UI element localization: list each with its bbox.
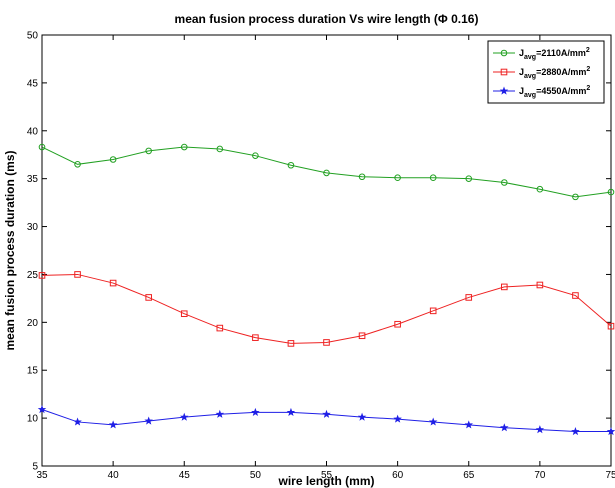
y-tick-label: 40 <box>27 126 39 137</box>
x-tick-label: 70 <box>534 470 546 481</box>
legend: Javg=2110A/mm2Javg=2880A/mm2Javg=4550A/m… <box>488 41 604 103</box>
y-tick-label: 5 <box>32 462 38 473</box>
x-tick-label: 75 <box>605 470 615 481</box>
x-tick-label: 40 <box>108 470 120 481</box>
x-tick-label: 45 <box>179 470 191 481</box>
y-tick-label: 15 <box>27 366 39 377</box>
y-tick-label: 25 <box>27 270 39 281</box>
x-tick-label: 65 <box>463 470 475 481</box>
x-tick-label: 60 <box>392 470 404 481</box>
chart-title: mean fusion process duration Vs wire len… <box>175 12 479 26</box>
x-tick-label: 50 <box>250 470 262 481</box>
x-axis-label: wire length (mm) <box>277 474 374 488</box>
y-tick-label: 30 <box>27 222 39 233</box>
x-tick-label: 35 <box>36 470 48 481</box>
y-tick-label: 10 <box>27 414 39 425</box>
y-tick-label: 35 <box>27 174 39 185</box>
y-axis-label: mean fusion process duration (ms) <box>3 150 17 350</box>
y-tick-label: 45 <box>27 78 39 89</box>
y-tick-label: 20 <box>27 318 39 329</box>
y-tick-label: 50 <box>27 31 39 42</box>
